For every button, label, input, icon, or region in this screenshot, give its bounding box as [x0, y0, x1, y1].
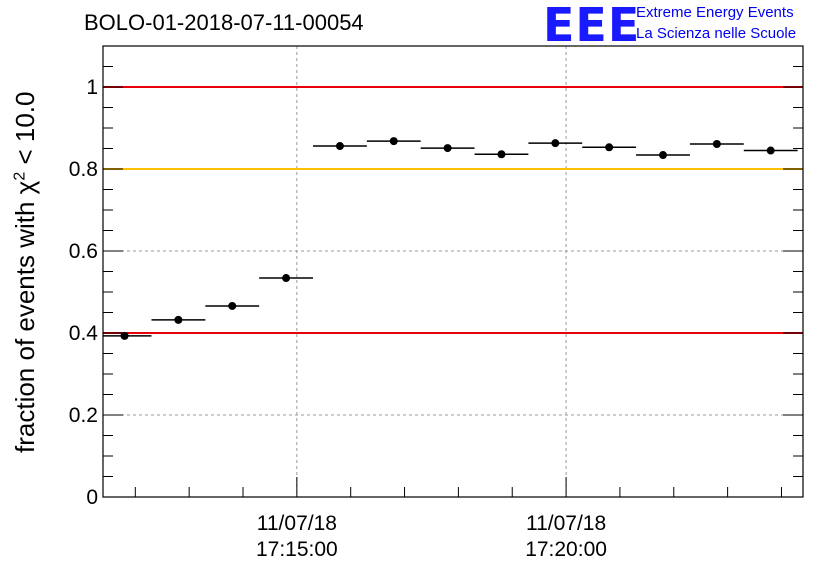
data-point	[659, 151, 667, 160]
data-point	[120, 331, 129, 340]
data-point	[389, 137, 398, 146]
y-tick-label: 0	[86, 486, 98, 509]
x-tick-label-date: 11/07/18	[257, 512, 337, 535]
data-point	[174, 315, 183, 324]
data-point	[443, 144, 452, 153]
logo-line-2: La Scienza nelle Scuole	[636, 25, 797, 42]
data-point	[282, 274, 291, 283]
data-point	[497, 150, 506, 159]
data-point	[605, 143, 614, 152]
data-point	[335, 142, 344, 151]
data-point	[712, 139, 721, 148]
data-point	[766, 146, 775, 155]
y-tick-label: 0.8	[69, 158, 98, 181]
logo-line-1: Extreme Energy Events	[636, 4, 794, 21]
x-tick-label-time: 17:15:00	[256, 538, 338, 561]
data-point	[228, 301, 237, 310]
y-tick-label: 0.6	[69, 240, 98, 263]
x-tick-label-date: 11/07/18	[526, 512, 606, 535]
y-tick-label: 0.2	[69, 404, 98, 427]
y-tick-label: 0.4	[69, 322, 99, 345]
eee-logo: EEE	[543, 0, 641, 52]
chart-title: BOLO-01-2018-07-11-00054	[84, 10, 364, 35]
x-tick-label-time: 17:20:00	[525, 538, 607, 561]
plot-frame	[102, 45, 804, 498]
data-point	[551, 139, 560, 148]
y-tick-label: 1	[86, 76, 98, 99]
